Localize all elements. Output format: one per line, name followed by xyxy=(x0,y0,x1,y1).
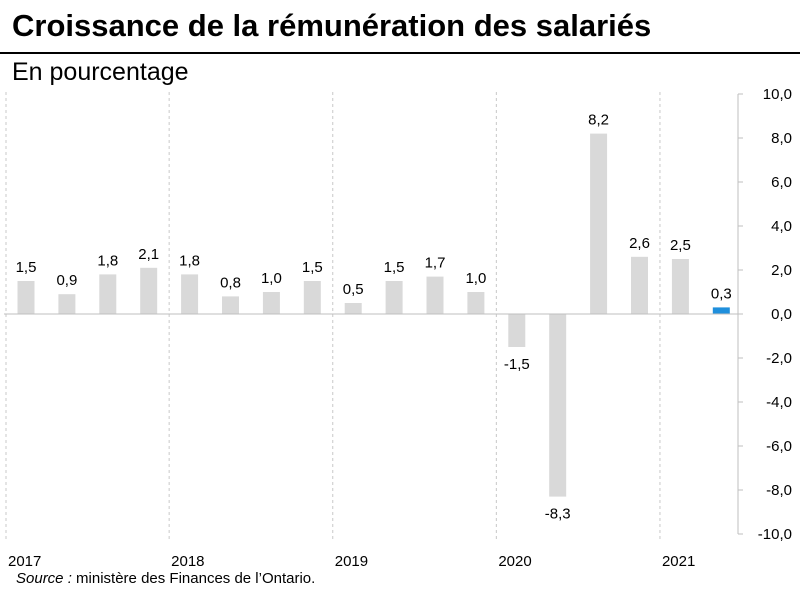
y-tick-label: -4,0 xyxy=(766,394,792,411)
bar xyxy=(631,256,648,314)
y-tick-label: 10,0 xyxy=(763,86,792,103)
data-label: 2,1 xyxy=(138,246,159,263)
bar xyxy=(467,292,485,314)
data-label: 0,3 xyxy=(711,285,732,302)
data-label: 1,5 xyxy=(302,259,323,276)
bar xyxy=(712,307,730,314)
bar xyxy=(58,294,76,314)
bar xyxy=(17,281,35,314)
chart-subtitle: En pourcentage xyxy=(12,58,189,86)
bar xyxy=(140,267,158,314)
data-label: 1,8 xyxy=(179,252,200,269)
title-divider xyxy=(0,52,800,54)
bar xyxy=(181,274,199,314)
bar xyxy=(671,259,689,314)
data-label: 8,2 xyxy=(588,112,609,129)
year-label: 2019 xyxy=(335,553,368,570)
source-text: ministère des Finances de l’Ontario. xyxy=(76,570,316,587)
data-label: 1,7 xyxy=(425,255,446,272)
source-note: Source : ministère des Finances de l’Ont… xyxy=(16,570,315,587)
bar xyxy=(385,281,403,314)
y-tick-label: -10,0 xyxy=(758,526,792,543)
y-tick-label: 2,0 xyxy=(771,262,792,279)
bar xyxy=(99,274,117,314)
bar xyxy=(426,276,444,314)
y-tick-label: -2,0 xyxy=(766,350,792,367)
data-label: 1,5 xyxy=(16,259,37,276)
y-tick-label: 8,0 xyxy=(771,130,792,147)
bar xyxy=(590,133,608,314)
chart-title: Croissance de la rémunération des salari… xyxy=(12,8,652,43)
y-tick-label: 6,0 xyxy=(771,174,792,191)
y-tick-label: -8,0 xyxy=(766,482,792,499)
y-tick-label: 4,0 xyxy=(771,218,792,235)
data-label: 2,6 xyxy=(629,235,650,252)
data-label: 1,5 xyxy=(384,259,405,276)
data-label: 1,0 xyxy=(465,270,486,287)
data-label: 0,9 xyxy=(56,272,77,289)
data-label: 0,8 xyxy=(220,274,241,291)
bar xyxy=(222,296,239,314)
y-tick-label: 0,0 xyxy=(771,306,792,323)
bar xyxy=(303,281,321,314)
bar xyxy=(549,314,567,497)
year-label: 2021 xyxy=(662,553,695,570)
y-tick-label: -6,0 xyxy=(766,438,792,455)
data-label: 1,8 xyxy=(97,252,118,269)
data-label: 1,0 xyxy=(261,270,282,287)
year-label: 2017 xyxy=(8,553,41,570)
source-label: Source : xyxy=(16,570,72,587)
data-label: 0,5 xyxy=(343,281,364,298)
bar xyxy=(508,314,526,347)
bar xyxy=(344,303,362,314)
data-label: 2,5 xyxy=(670,237,691,254)
data-label: -1,5 xyxy=(504,356,530,373)
data-label: -8,3 xyxy=(545,506,571,523)
year-label: 2020 xyxy=(498,553,531,570)
bar xyxy=(262,292,280,314)
year-label: 2018 xyxy=(171,553,204,570)
